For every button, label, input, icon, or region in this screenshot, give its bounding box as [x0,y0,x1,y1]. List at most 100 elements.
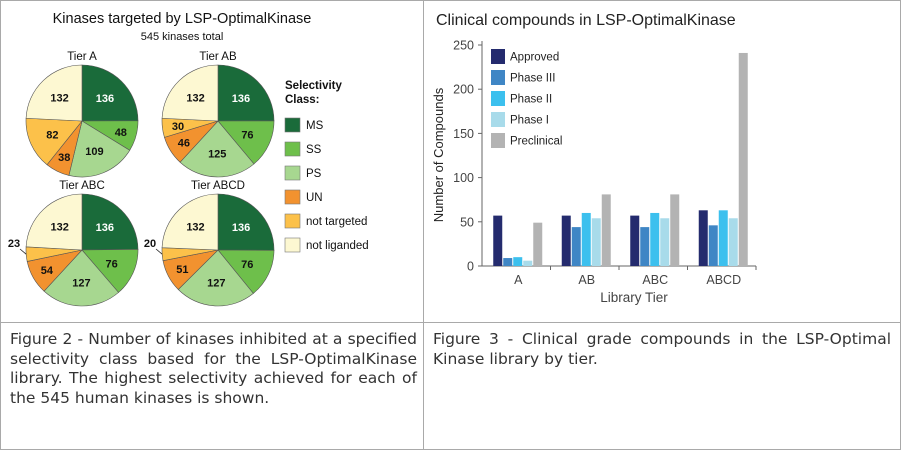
figure2-caption: Figure 2 - Number of kinases inhibited a… [10,330,417,407]
legend-label: SS [306,144,322,156]
bar-preclinical-a [533,222,543,266]
pie-slice-not-liganded [161,193,219,251]
slice-value-label: 136 [232,222,250,234]
legend-swatch-ms [284,117,301,133]
legend-label: PS [306,168,322,180]
bar-preclinical-abc [670,194,680,266]
bar-phase-iii-ab [571,227,581,266]
pie-slice-ps [179,120,255,178]
pie-label: Tier AB [199,51,237,63]
legend-label: Preclinical [510,136,562,148]
figure3-caption: Figure 3 - Clinical grade compounds in t… [433,330,891,368]
legend-swatch-un [284,189,301,205]
bar-preclinical-abcd [738,52,748,267]
kinase-selectivity-pie-figure: Kinases targeted by LSP-OptimalKinase 54… [8,11,369,307]
bar-figure-title: Clinical compounds in LSP-OptimalKinase [436,12,736,29]
slice-value-label: 76 [241,259,253,271]
pie-label: Tier ABCD [191,180,245,192]
slice-value-label: 48 [115,127,127,139]
slice-value-label: 132 [186,92,204,104]
slice-value-label: 46 [178,137,190,149]
y-tick-label: 50 [460,215,474,229]
x-tick-label: ABCD [706,273,741,287]
pie-slice-ms [217,193,275,251]
legend-swatch-phase-i [491,112,505,127]
slice-value-label: 136 [96,93,114,105]
pie-tier-abcd: Tier ABCD 136 76 127 51 20 132 [144,180,275,307]
pie-slice-ms [81,64,139,122]
slice-value-label: 132 [51,221,69,233]
slice-value-label: 132 [186,222,204,234]
slice-value-label: 127 [207,277,225,289]
bar-phase-ii-a [513,257,523,266]
legend-swatch-phase-ii [491,91,505,106]
x-tick-label: AB [578,273,595,287]
slice-value-label: 132 [50,92,68,104]
slice-value-label: 109 [85,146,103,158]
bar-phase-ii-abc [650,212,660,266]
bar-preclinical-ab [601,194,611,266]
bar-phase-i-ab [591,218,601,266]
slice-value-label: 136 [96,222,114,234]
pie-figure-subtitle: 545 kinases total [141,31,224,43]
y-axis-label: Number of Compounds [431,87,446,222]
leader-line [155,248,163,255]
pie-slice-ps [43,249,119,307]
legend-swatch-phase-iii [491,70,505,85]
bar-phase-iii-a [503,258,513,266]
pie-tier-abc: Tier ABC 136 76 127 54 23 132 [8,180,139,307]
slice-value-label: 76 [105,258,117,270]
bar-phase-i-abcd [728,218,738,266]
x-tick-label: ABC [642,273,668,287]
bar-approved-ab [561,215,571,266]
legend-label: Phase III [510,73,555,85]
legend-swatch-ss [284,141,301,157]
legend-swatch-not-targeted [284,213,301,229]
pie-slice-ms [81,193,139,251]
y-tick-label: 250 [453,39,474,53]
pie-slice-not-targeted [25,117,83,166]
pie-slice-ms [217,64,275,122]
slice-value-label: 127 [72,277,90,289]
x-axis-label: Library Tier [600,290,668,305]
slice-value-label: 23 [8,238,20,250]
pie-tier-ab: Tier AB 136 76 125 46 30 132 [161,51,275,178]
bar-approved-abc [630,215,640,266]
legend-swatch-preclinical [491,133,505,148]
legend-title-line1: Selectivity [285,80,342,92]
slice-value-label: 54 [41,265,54,277]
bar-phase-iii-abc [640,227,650,266]
bar-phase-ii-ab [581,212,591,266]
bar-approved-a [493,215,503,266]
row-divider [0,322,901,323]
slice-value-label: 82 [46,129,58,141]
bar-phase-i-a [523,260,533,266]
bar-approved-abcd [698,210,708,266]
legend-label: UN [306,192,323,204]
bar-phase-iii-abcd [708,225,718,266]
slice-value-label: 136 [232,93,250,105]
pie-slice-not-liganded [25,193,83,251]
column-divider [423,0,424,449]
y-tick-label: 0 [467,260,474,274]
pie-label: Tier ABC [59,180,105,192]
pie-slice-not-liganded [161,64,219,122]
slice-value-label: 51 [176,264,188,276]
legend-label: MS [306,120,324,132]
pie-slice-ps [177,249,254,307]
slice-value-label: 76 [241,130,253,142]
legend-swatch-not-liganded [284,237,301,253]
pie-label: Tier A [67,51,97,63]
legend-swatch-ps [284,165,301,181]
legend-label: not liganded [306,240,369,252]
legend-label: not targeted [306,216,367,228]
pie-slice-ps [68,120,131,178]
slice-value-label: 38 [58,152,70,164]
x-tick-label: A [514,273,523,287]
bar-phase-i-abc [660,218,670,266]
slice-value-label: 30 [172,121,184,133]
pie-figure-title: Kinases targeted by LSP-OptimalKinase [53,11,312,27]
y-tick-label: 100 [453,171,474,185]
leader-line [19,248,27,255]
